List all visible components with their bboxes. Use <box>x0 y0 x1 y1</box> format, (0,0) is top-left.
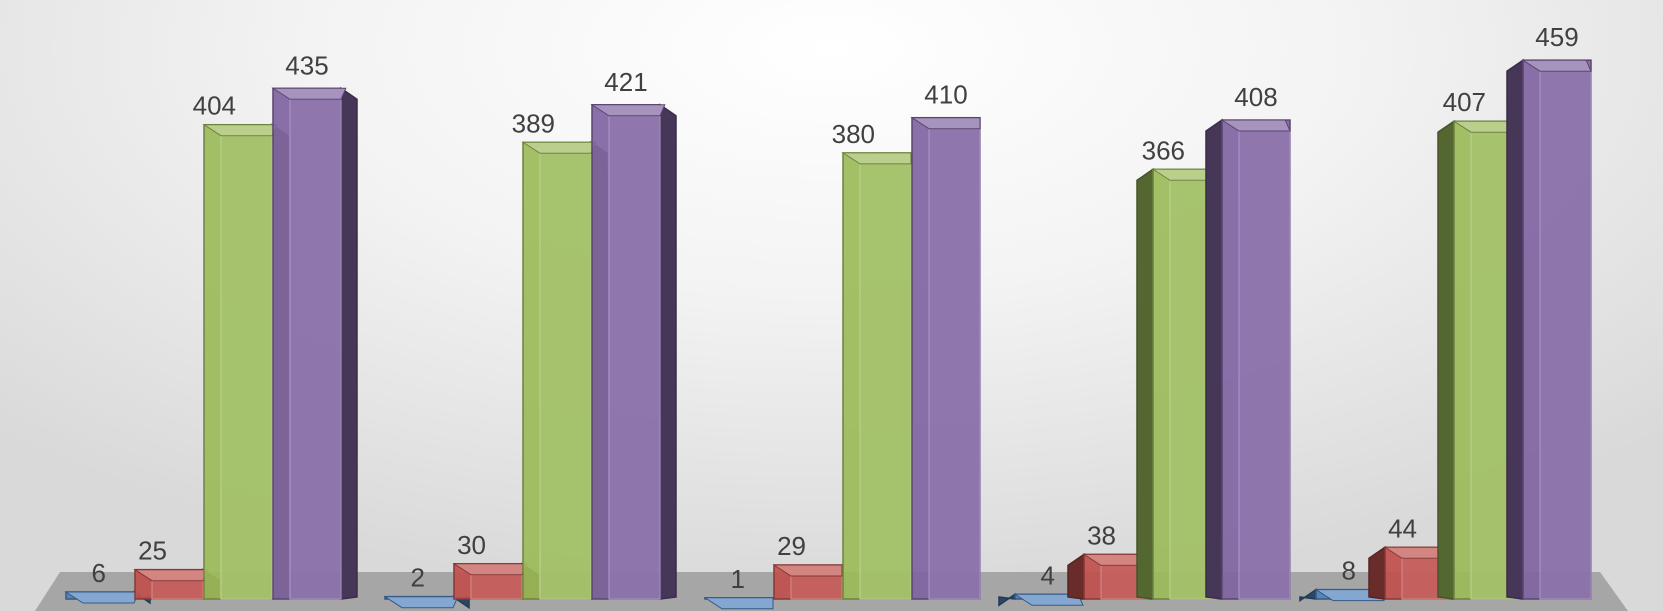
data-label: 389 <box>512 108 555 138</box>
bar-side-face <box>340 86 358 600</box>
bar-inner-face <box>1238 130 1291 600</box>
bar <box>1205 118 1291 600</box>
bar <box>841 152 912 600</box>
data-label: 421 <box>604 67 647 97</box>
bar <box>772 564 843 600</box>
bar-inner-face <box>790 575 843 600</box>
bar-side-face <box>1506 58 1524 600</box>
bar <box>133 568 220 600</box>
bar-inner-face <box>220 135 273 600</box>
bar-top-face <box>841 152 912 165</box>
bar-top-face <box>271 87 347 100</box>
data-label: 435 <box>285 50 328 80</box>
bar-inner-face <box>1539 70 1592 600</box>
plot-area <box>64 58 1592 610</box>
bar-top-face <box>383 596 459 609</box>
bar-inner-face <box>539 152 592 600</box>
data-label: 25 <box>138 536 167 566</box>
bar-top-face <box>1521 59 1592 72</box>
bar-side-face <box>659 103 677 600</box>
bar <box>998 592 1084 607</box>
bar <box>383 595 470 610</box>
bar-side-face <box>1136 167 1154 600</box>
bar <box>1506 58 1592 600</box>
bar <box>271 86 358 600</box>
bar-top-face <box>1220 119 1291 132</box>
bar-inner-face <box>289 98 342 600</box>
bar <box>703 597 774 610</box>
data-label: 407 <box>1443 87 1486 117</box>
bar <box>590 103 677 600</box>
data-label: 366 <box>1142 135 1185 165</box>
data-label: 8 <box>1342 556 1356 586</box>
bar-inner-face <box>151 580 204 600</box>
data-labels: 6 25 404 435 2 30 389 421 1 29 380 410 4 38 366 408 8 44 4… <box>92 22 1579 594</box>
data-label: 38 <box>1087 520 1116 550</box>
bar-side-face <box>1067 552 1085 600</box>
data-label: 44 <box>1388 513 1417 543</box>
bar-top-face <box>590 104 666 117</box>
bar-top-face <box>703 597 774 610</box>
data-label: 404 <box>193 91 236 121</box>
bar-side-face <box>1437 119 1455 600</box>
bar-side-face <box>1205 118 1223 600</box>
bar-top-face <box>910 117 981 130</box>
data-label: 1 <box>731 564 745 594</box>
bar-inner-face <box>608 115 661 600</box>
bar-side-face <box>1368 545 1386 600</box>
data-label: 380 <box>832 119 875 149</box>
bar-inner-face <box>470 574 523 600</box>
bar-inner-face <box>859 163 912 600</box>
data-label: 410 <box>924 80 967 110</box>
data-label: 4 <box>1041 560 1055 590</box>
data-label: 29 <box>777 531 806 561</box>
bar <box>910 116 981 600</box>
data-label: 30 <box>457 530 486 560</box>
data-label: 408 <box>1234 82 1277 112</box>
data-label: 6 <box>92 558 106 588</box>
bar-top-face <box>772 564 843 577</box>
data-label: 459 <box>1535 22 1578 52</box>
bar-inner-face <box>928 128 981 600</box>
data-label: 2 <box>411 563 425 593</box>
